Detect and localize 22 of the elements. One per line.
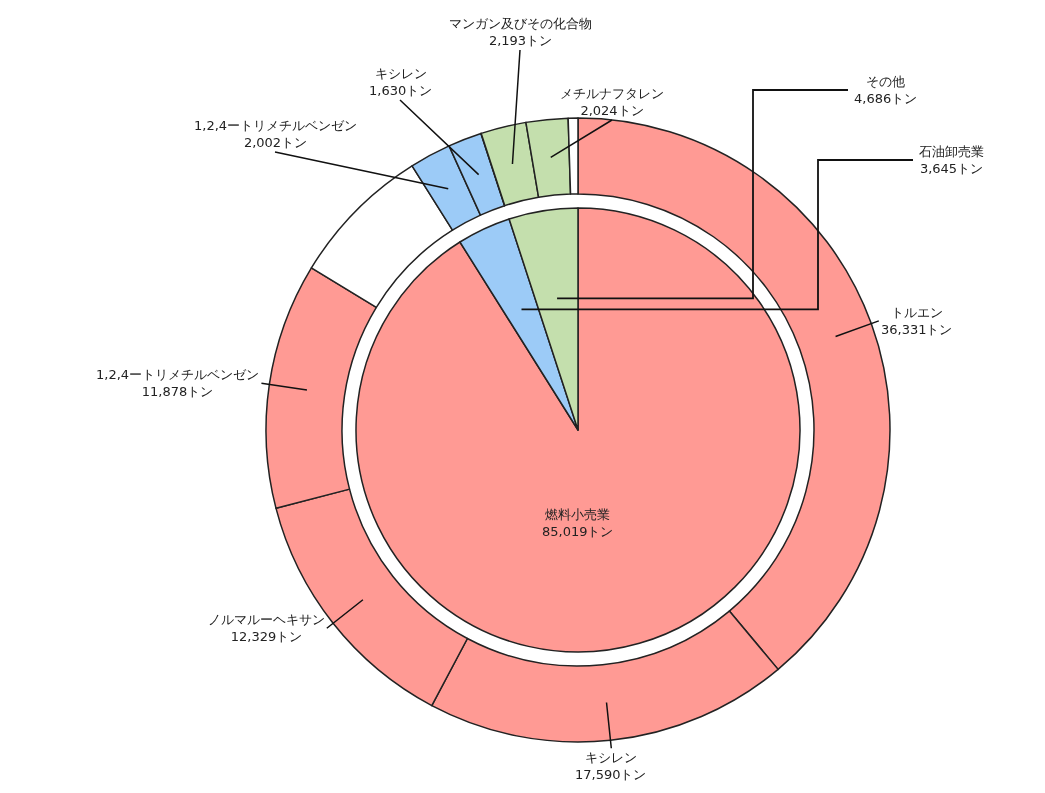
slice-label: ノルマルーヘキサン	[208, 612, 325, 627]
slice-label: メチルナフタレン	[560, 86, 664, 101]
data-label: 85,019トン	[542, 523, 614, 539]
data-label: 11,878トン	[141, 383, 214, 399]
data-label: 3,645トン	[919, 160, 984, 176]
data-label: 12,329トン	[230, 628, 303, 644]
data-label: 2,024トン	[580, 102, 644, 118]
slice-label: キシレン	[584, 750, 637, 765]
slice-label: マンガン及びその化合物	[449, 16, 592, 31]
data-label: 2,002トン	[243, 134, 308, 150]
slice-label: 1,2,4ートリメチルベンゼン	[96, 367, 260, 382]
slice-label: トルエン	[890, 305, 943, 320]
slice-label: キシレン	[374, 66, 427, 81]
slice-label: 燃料小売業	[545, 507, 611, 522]
data-label: 4,686トン	[854, 90, 918, 106]
slice-label: 1,2,4ートリメチルベンゼン	[194, 118, 358, 133]
slice-label: 石油卸売業	[919, 144, 984, 159]
data-label: 36,331トン	[881, 321, 953, 337]
data-label: 17,590トン	[575, 766, 647, 782]
data-label: 2,193トン	[488, 32, 553, 48]
data-label: 1,630トン	[369, 82, 433, 98]
slice-label: その他	[866, 74, 906, 89]
